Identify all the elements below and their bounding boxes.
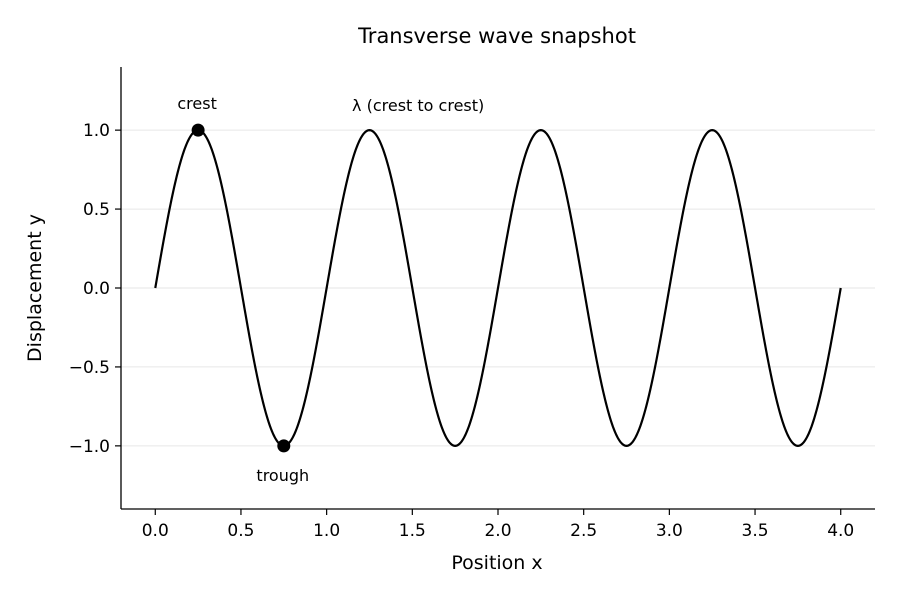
crest-annotation: crest: [177, 94, 216, 113]
y-tick-label: −0.5: [69, 358, 110, 378]
y-tick-label: 1.0: [83, 121, 110, 141]
y-tick-label: 0.0: [83, 279, 110, 299]
x-tick-label: 3.0: [656, 521, 683, 541]
x-tick-label: 1.5: [399, 521, 426, 541]
x-ticks: 0.0 0.5 1.0 1.5 2.0 2.5 3.0 3.5 4.0: [142, 509, 854, 541]
x-tick-label: 0.5: [227, 521, 254, 541]
x-tick-label: 1.0: [313, 521, 340, 541]
marked-points: [191, 123, 291, 453]
x-tick-label: 2.0: [484, 521, 511, 541]
x-tick-label: 2.5: [570, 521, 597, 541]
x-tick-label: 4.0: [827, 521, 854, 541]
x-tick-label: 3.5: [742, 521, 769, 541]
y-axis-label: Displacement y: [24, 214, 46, 362]
chart-title: Transverse wave snapshot: [357, 24, 636, 48]
trough-annotation: trough: [256, 466, 309, 485]
wave-series-line: [154, 129, 842, 447]
trough-point: [277, 439, 291, 453]
y-ticks: −1.0 −0.5 0.0 0.5 1.0: [69, 121, 121, 457]
annotations: crest trough λ (crest to crest): [177, 94, 484, 485]
wavelength-annotation: λ (crest to crest): [352, 96, 484, 115]
y-tick-label: 0.5: [83, 200, 110, 220]
crest-point: [191, 123, 205, 137]
x-tick-label: 0.0: [142, 521, 169, 541]
y-tick-label: −1.0: [69, 437, 110, 457]
x-axis-label: Position x: [451, 552, 542, 574]
